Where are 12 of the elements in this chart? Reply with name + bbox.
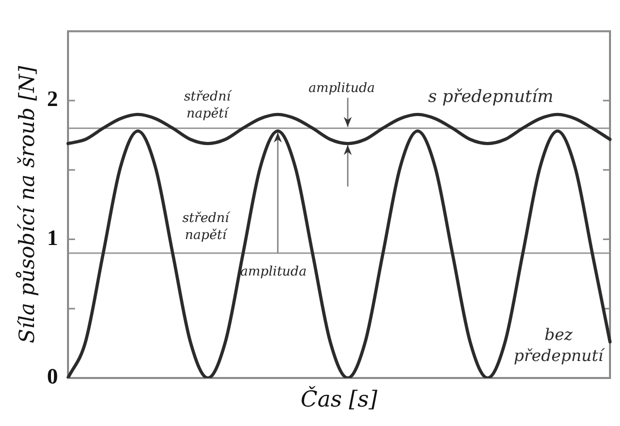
annotation: amplituda: [240, 264, 307, 280]
line-series: [66, 129, 612, 378]
annotation: střední napětí: [184, 90, 232, 122]
y-tick-label: 1: [47, 224, 58, 250]
annotation: střední napětí: [182, 211, 231, 244]
y-tick-label: 0: [47, 364, 58, 389]
y-tick-label: 2: [47, 86, 58, 112]
series-label: bez předepnutí: [514, 325, 606, 366]
x-axis-title: Čas [s]: [300, 386, 378, 413]
series-label: s předepnutím: [428, 86, 554, 107]
y-axis-title: Síla působící na šroub [N]: [15, 65, 40, 344]
annotation: amplituda: [308, 80, 375, 96]
